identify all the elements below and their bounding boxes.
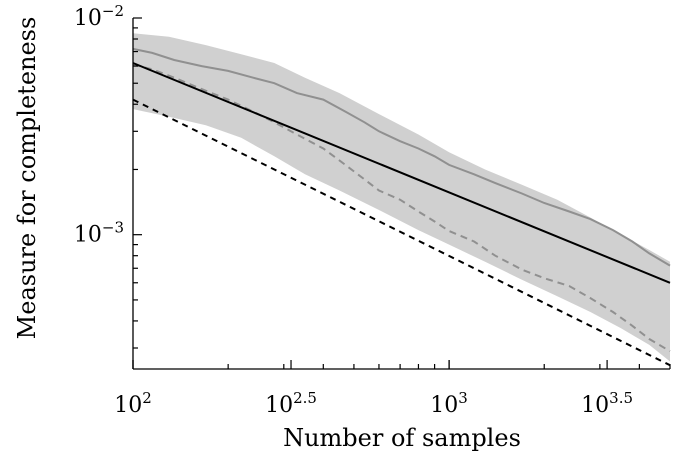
x-tick-label: 102.5: [265, 389, 317, 418]
plot-area: [132, 33, 671, 367]
series-gray-dashed: [132, 63, 671, 353]
y-axis-label: Measure for completeness: [13, 17, 41, 340]
series-gray-solid: [132, 47, 671, 267]
series-black-solid: [132, 62, 671, 284]
x-tick-label: 103: [430, 389, 468, 418]
x-tick-label: 102: [114, 389, 152, 418]
x-tick-label: 103.5: [581, 389, 633, 418]
series-black-dashed: [132, 98, 671, 367]
y-tick-label: 10−3: [74, 219, 124, 248]
axes: 102 102.5 103 103.5 10−2 10−3: [74, 2, 671, 418]
confidence-band: [133, 33, 670, 362]
y-tick-label: 10−2: [74, 2, 124, 31]
x-axis-label: Number of samples: [283, 424, 521, 452]
